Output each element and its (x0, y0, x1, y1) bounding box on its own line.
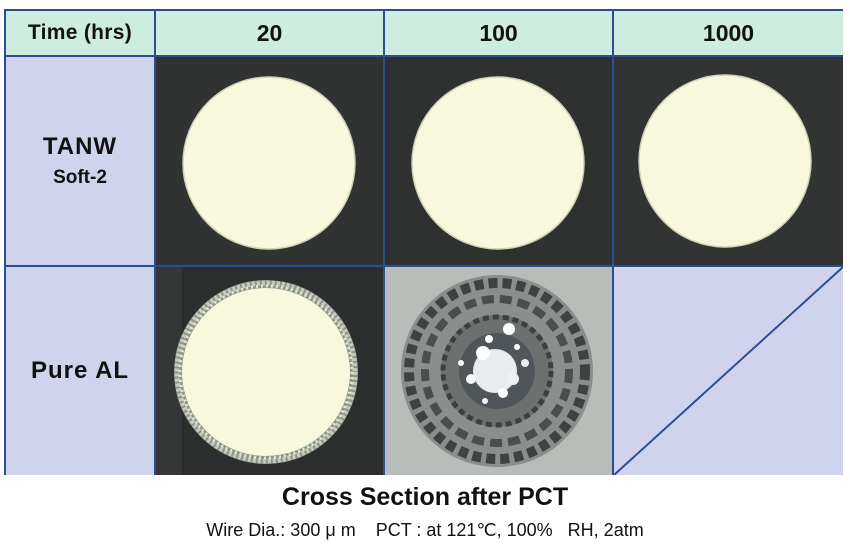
tanw-1000h-cross-section-image (614, 57, 843, 265)
row-label-main: TANW (42, 133, 118, 160)
column-header-20: 20 (156, 11, 383, 55)
column-header-1000: 1000 (614, 11, 843, 55)
results-table: Time (hrs) 20 100 1000 TANW Soft-2 Pure … (4, 9, 843, 475)
row-label-pure-al: Pure AL (6, 267, 154, 475)
row-label-main: Pure AL (30, 357, 130, 384)
time-header: Time (hrs) (6, 11, 154, 55)
row-label-tanw: TANW Soft-2 (6, 57, 154, 265)
tanw-100h-cross-section-image (385, 57, 612, 265)
row-label-sub: Soft-2 (53, 167, 107, 188)
pure-al-20h-cross-section-image (156, 267, 383, 475)
empty-cell (614, 267, 843, 475)
caption-subtitle: Wire Dia.: 300 μ m PCT : at 121℃, 100% R… (206, 520, 644, 540)
pure-al-100h-cross-section-image (385, 267, 612, 475)
tanw-20h-cross-section-image (156, 57, 383, 265)
column-header-100: 100 (385, 11, 612, 55)
caption-title: Cross Section after PCT (281, 483, 569, 511)
